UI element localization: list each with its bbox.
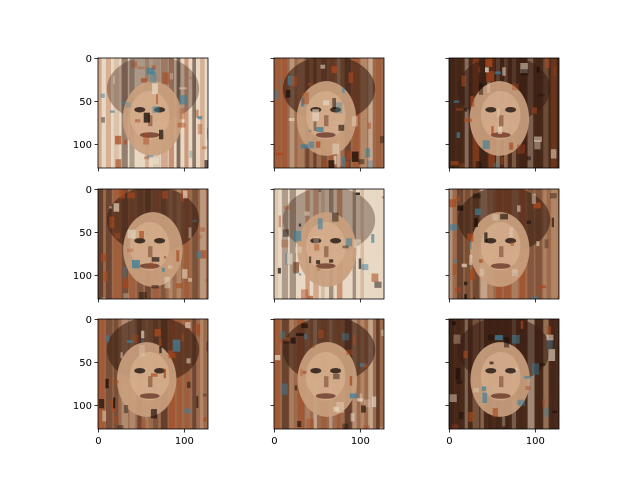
panel-grid: 0 50 100 0 50 100 0 50 100 0 100 0 100 0 100 xyxy=(73,54,560,447)
y-tick-label: 50 xyxy=(79,97,92,108)
generated-face-image xyxy=(98,58,208,168)
y-tick-label: 0 xyxy=(86,54,92,65)
image-panel: 0 50 100 0 100 xyxy=(73,315,209,447)
axes-frame xyxy=(97,318,209,430)
generated-face-image xyxy=(98,319,208,429)
y-tick-label: 0 xyxy=(86,315,92,326)
image-panel: 0 50 100 xyxy=(73,185,209,303)
y-tick-label: 50 xyxy=(79,228,92,239)
axes-frame xyxy=(448,57,560,169)
image-panel xyxy=(270,188,385,303)
image-panel xyxy=(445,57,560,172)
axes-frame xyxy=(448,318,560,430)
axes-frame xyxy=(273,188,385,300)
generated-face-image xyxy=(274,189,384,299)
generated-face-image xyxy=(449,189,559,299)
axes-frame xyxy=(273,57,385,169)
x-tick-label: 100 xyxy=(351,436,370,447)
image-panel xyxy=(445,188,560,303)
image-panel: 0 100 xyxy=(445,318,560,447)
generated-face-image xyxy=(274,58,384,168)
x-tick-label: 0 xyxy=(446,436,452,447)
y-tick-label: 100 xyxy=(73,140,92,151)
x-tick-label: 0 xyxy=(271,436,277,447)
x-tick-label: 100 xyxy=(175,436,194,447)
image-panel: 0 50 100 xyxy=(73,54,209,172)
y-tick-label: 0 xyxy=(86,185,92,196)
image-panel xyxy=(270,57,385,172)
y-tick-label: 100 xyxy=(73,271,92,282)
axes-frame xyxy=(273,318,385,430)
x-tick-label: 0 xyxy=(95,436,101,447)
generated-face-image xyxy=(449,319,559,429)
x-tick-label: 100 xyxy=(526,436,545,447)
generated-face-image xyxy=(449,58,559,168)
axes-frame xyxy=(97,188,209,300)
generated-face-image xyxy=(98,189,208,299)
generated-face-image xyxy=(274,319,384,429)
axes-frame xyxy=(448,188,560,300)
y-tick-label: 100 xyxy=(73,401,92,412)
axes-frame xyxy=(97,57,209,169)
image-panel: 0 100 xyxy=(270,318,385,447)
y-tick-label: 50 xyxy=(79,358,92,369)
